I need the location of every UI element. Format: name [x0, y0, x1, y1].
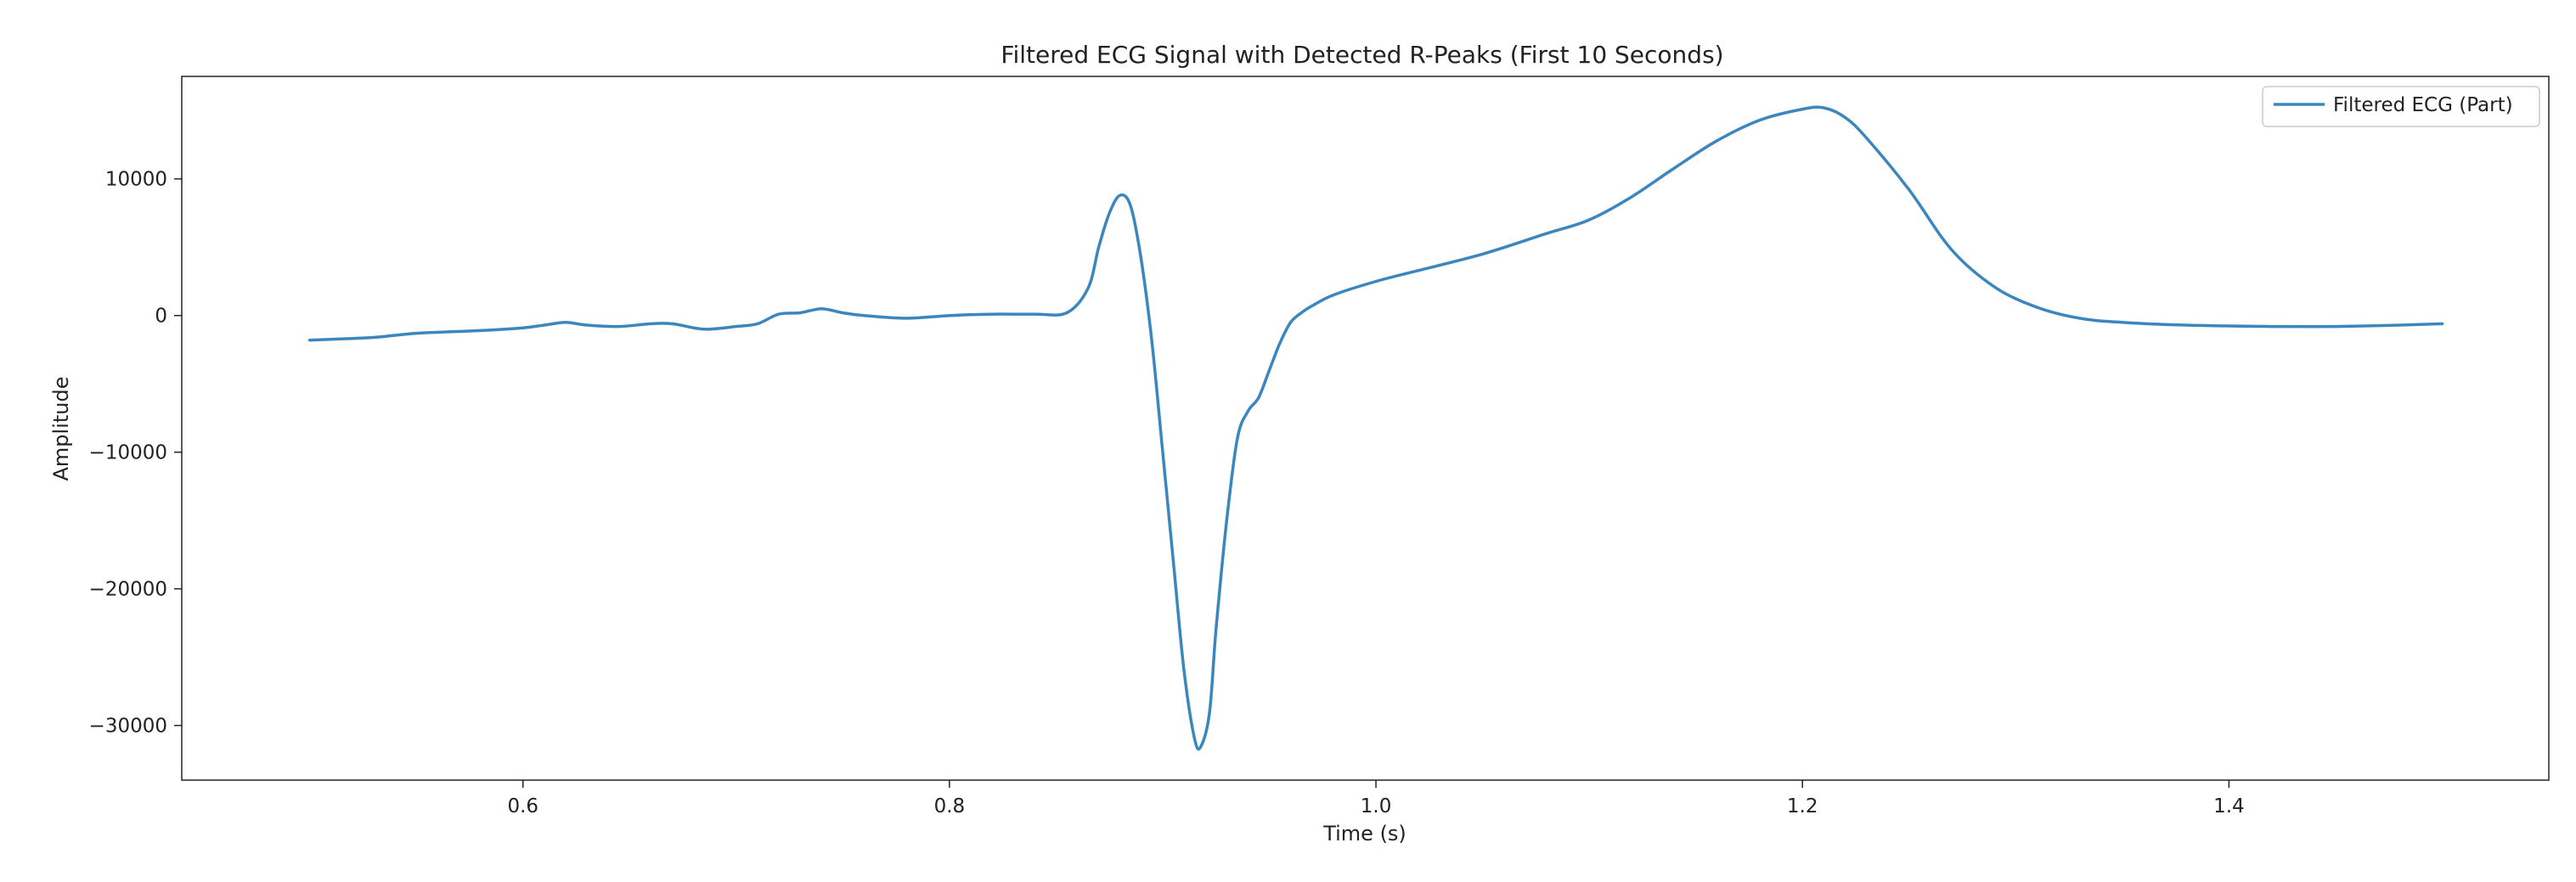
y-tick-label: −10000 — [89, 442, 167, 464]
legend-entry-label: Filtered ECG (Part) — [2333, 94, 2513, 116]
plot-area — [181, 76, 2550, 781]
y-axis: 10000 0 −10000 −20000 −30000 — [89, 169, 182, 738]
x-tick-label: 1.0 — [1361, 795, 1392, 817]
series-line-filtered-ecg — [307, 105, 2444, 751]
x-axis: 0.6 0.8 1.0 1.2 1.4 — [507, 780, 2245, 817]
x-axis-label: Time (s) — [1322, 822, 1406, 845]
series-layer — [307, 105, 2444, 751]
x-tick-label: 1.2 — [1787, 795, 1818, 817]
y-tick-label: 10000 — [105, 169, 167, 191]
y-tick-label: −30000 — [89, 716, 167, 738]
x-tick-label: 0.8 — [934, 795, 966, 817]
x-tick-label: 0.6 — [507, 795, 538, 817]
legend-box — [2262, 86, 2540, 127]
x-tick-label: 1.4 — [2213, 795, 2245, 817]
y-axis-label: Amplitude — [49, 377, 73, 481]
y-tick-label: 0 — [155, 306, 167, 328]
legend: Filtered ECG (Part) — [2262, 86, 2540, 127]
y-tick-label: −20000 — [89, 579, 167, 601]
chart-title: Filtered ECG Signal with Detected R-Peak… — [1001, 41, 1723, 69]
